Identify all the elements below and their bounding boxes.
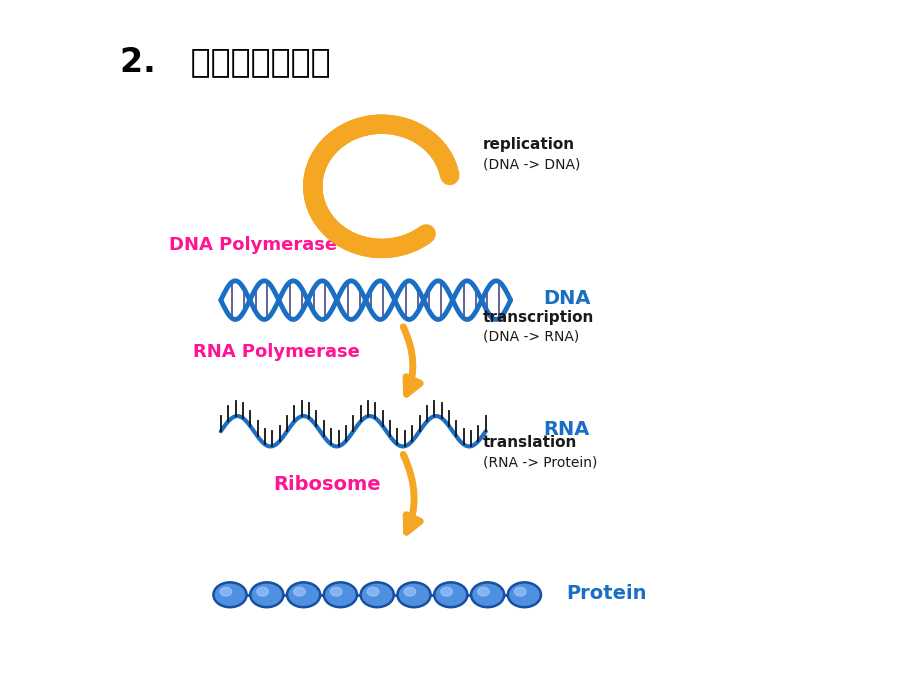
Circle shape: [397, 582, 430, 607]
Text: 2.   遗传学中心法则: 2. 遗传学中心法则: [119, 45, 330, 78]
Text: replication: replication: [482, 137, 574, 152]
Text: (DNA -> RNA): (DNA -> RNA): [482, 330, 579, 344]
Circle shape: [360, 582, 393, 607]
Circle shape: [330, 587, 342, 596]
Text: translation: translation: [482, 435, 577, 451]
Circle shape: [471, 582, 504, 607]
Circle shape: [213, 582, 246, 607]
Circle shape: [440, 587, 452, 596]
Circle shape: [293, 587, 305, 596]
Circle shape: [250, 582, 283, 607]
Circle shape: [477, 587, 489, 596]
Circle shape: [367, 587, 379, 596]
Circle shape: [514, 587, 526, 596]
Text: Protein: Protein: [565, 584, 646, 603]
Text: RNA Polymerase: RNA Polymerase: [192, 343, 359, 361]
Circle shape: [256, 587, 268, 596]
Text: RNA: RNA: [542, 420, 588, 439]
Text: DNA: DNA: [542, 289, 590, 308]
Circle shape: [434, 582, 467, 607]
Text: transcription: transcription: [482, 310, 594, 325]
Circle shape: [323, 582, 357, 607]
Circle shape: [287, 582, 320, 607]
Circle shape: [220, 587, 232, 596]
Text: (DNA -> DNA): (DNA -> DNA): [482, 157, 580, 171]
Text: DNA Polymerase: DNA Polymerase: [169, 236, 336, 254]
Text: (RNA -> Protein): (RNA -> Protein): [482, 455, 596, 469]
Text: Ribosome: Ribosome: [273, 475, 380, 494]
Circle shape: [507, 582, 540, 607]
Circle shape: [403, 587, 415, 596]
